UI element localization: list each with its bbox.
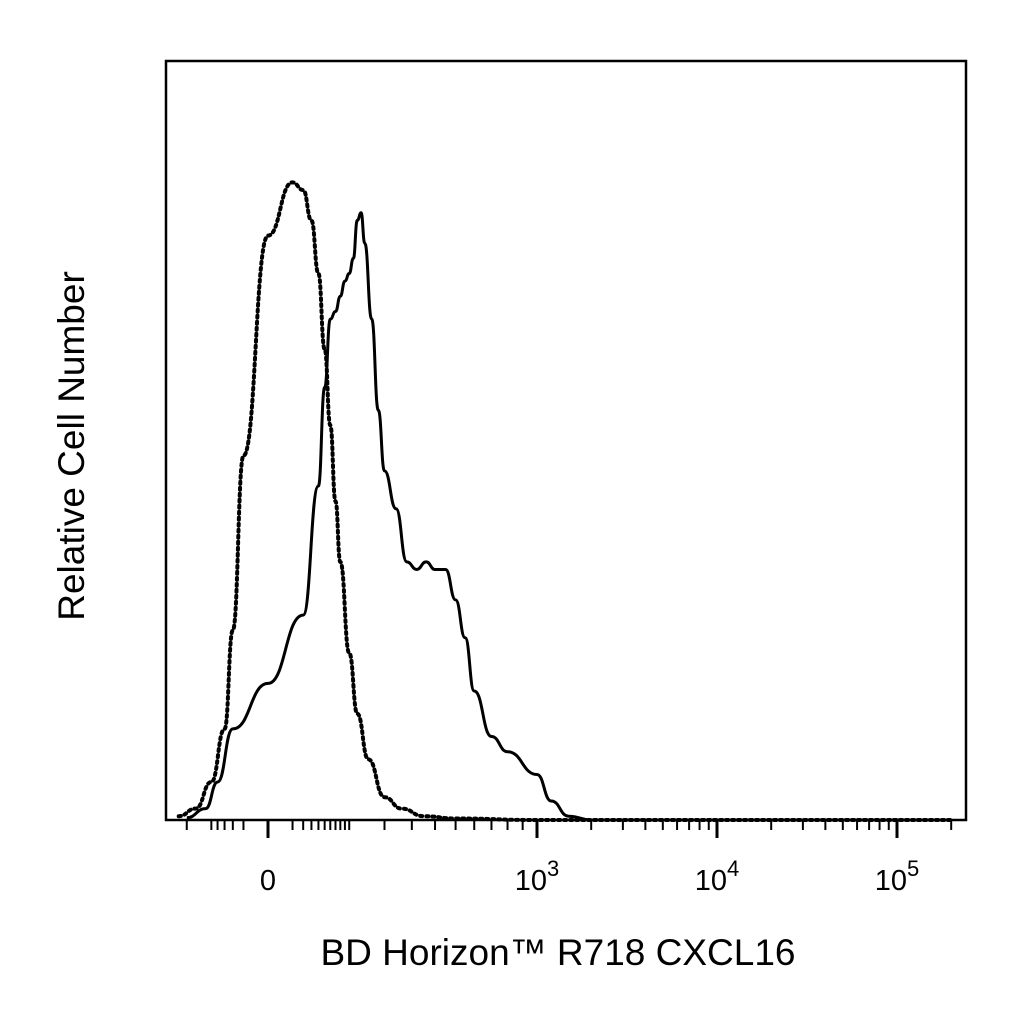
x-tick-label: 0 (260, 865, 276, 897)
x-tick-label: 104 (695, 856, 740, 897)
x-tick-labels: 0 103 104 105 (260, 856, 919, 897)
x-tick-label-base: 10 (875, 865, 907, 897)
x-tick-label-base: 10 (695, 865, 727, 897)
x-tick-label: 103 (515, 856, 560, 897)
y-axis-label: Relative Cell Number (51, 271, 92, 621)
histogram-series (176, 180, 954, 823)
x-tick-label-exponent: 3 (547, 856, 559, 881)
x-tick-label-base: 0 (260, 865, 276, 897)
series-line-solid (186, 211, 952, 822)
x-tick-label: 105 (875, 856, 920, 897)
x-tick-label-exponent: 5 (907, 856, 919, 881)
x-tick-label-base: 10 (515, 865, 547, 897)
x-axis-label: BD Horizon™ R718 CXCL16 (320, 932, 795, 973)
x-tick-label-exponent: 4 (727, 856, 739, 881)
series-line-dotted (176, 180, 954, 823)
